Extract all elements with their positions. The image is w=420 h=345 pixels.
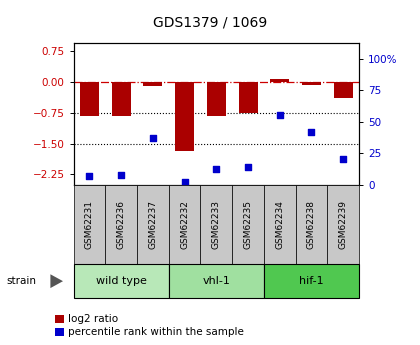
Bar <box>143 82 163 86</box>
Text: GSM62232: GSM62232 <box>180 200 189 249</box>
Bar <box>175 82 194 151</box>
Text: GSM62239: GSM62239 <box>339 200 348 249</box>
Bar <box>302 82 321 85</box>
Text: GSM62234: GSM62234 <box>275 200 284 249</box>
Bar <box>112 82 131 116</box>
Point <box>276 113 283 118</box>
Text: GSM62236: GSM62236 <box>117 200 126 249</box>
Bar <box>334 82 353 98</box>
Text: vhl-1: vhl-1 <box>202 276 230 286</box>
Text: GSM62235: GSM62235 <box>244 200 252 249</box>
Point <box>150 135 156 141</box>
Point <box>213 167 220 172</box>
Text: percentile rank within the sample: percentile rank within the sample <box>68 327 244 337</box>
Text: wild type: wild type <box>96 276 147 286</box>
Bar <box>80 82 99 116</box>
Point <box>245 164 252 170</box>
Point <box>308 129 315 135</box>
Text: log2 ratio: log2 ratio <box>68 314 118 324</box>
Text: GDS1379 / 1069: GDS1379 / 1069 <box>153 16 267 29</box>
Text: hif-1: hif-1 <box>299 276 324 286</box>
Point <box>86 173 93 178</box>
Point <box>340 157 346 162</box>
Text: GSM62238: GSM62238 <box>307 200 316 249</box>
Text: GSM62233: GSM62233 <box>212 200 221 249</box>
Text: strain: strain <box>6 276 36 286</box>
Text: GSM62237: GSM62237 <box>148 200 158 249</box>
Point <box>181 179 188 185</box>
Text: GSM62231: GSM62231 <box>85 200 94 249</box>
Point <box>118 172 124 177</box>
Bar <box>270 79 289 82</box>
Bar <box>239 82 257 113</box>
Bar <box>207 82 226 116</box>
